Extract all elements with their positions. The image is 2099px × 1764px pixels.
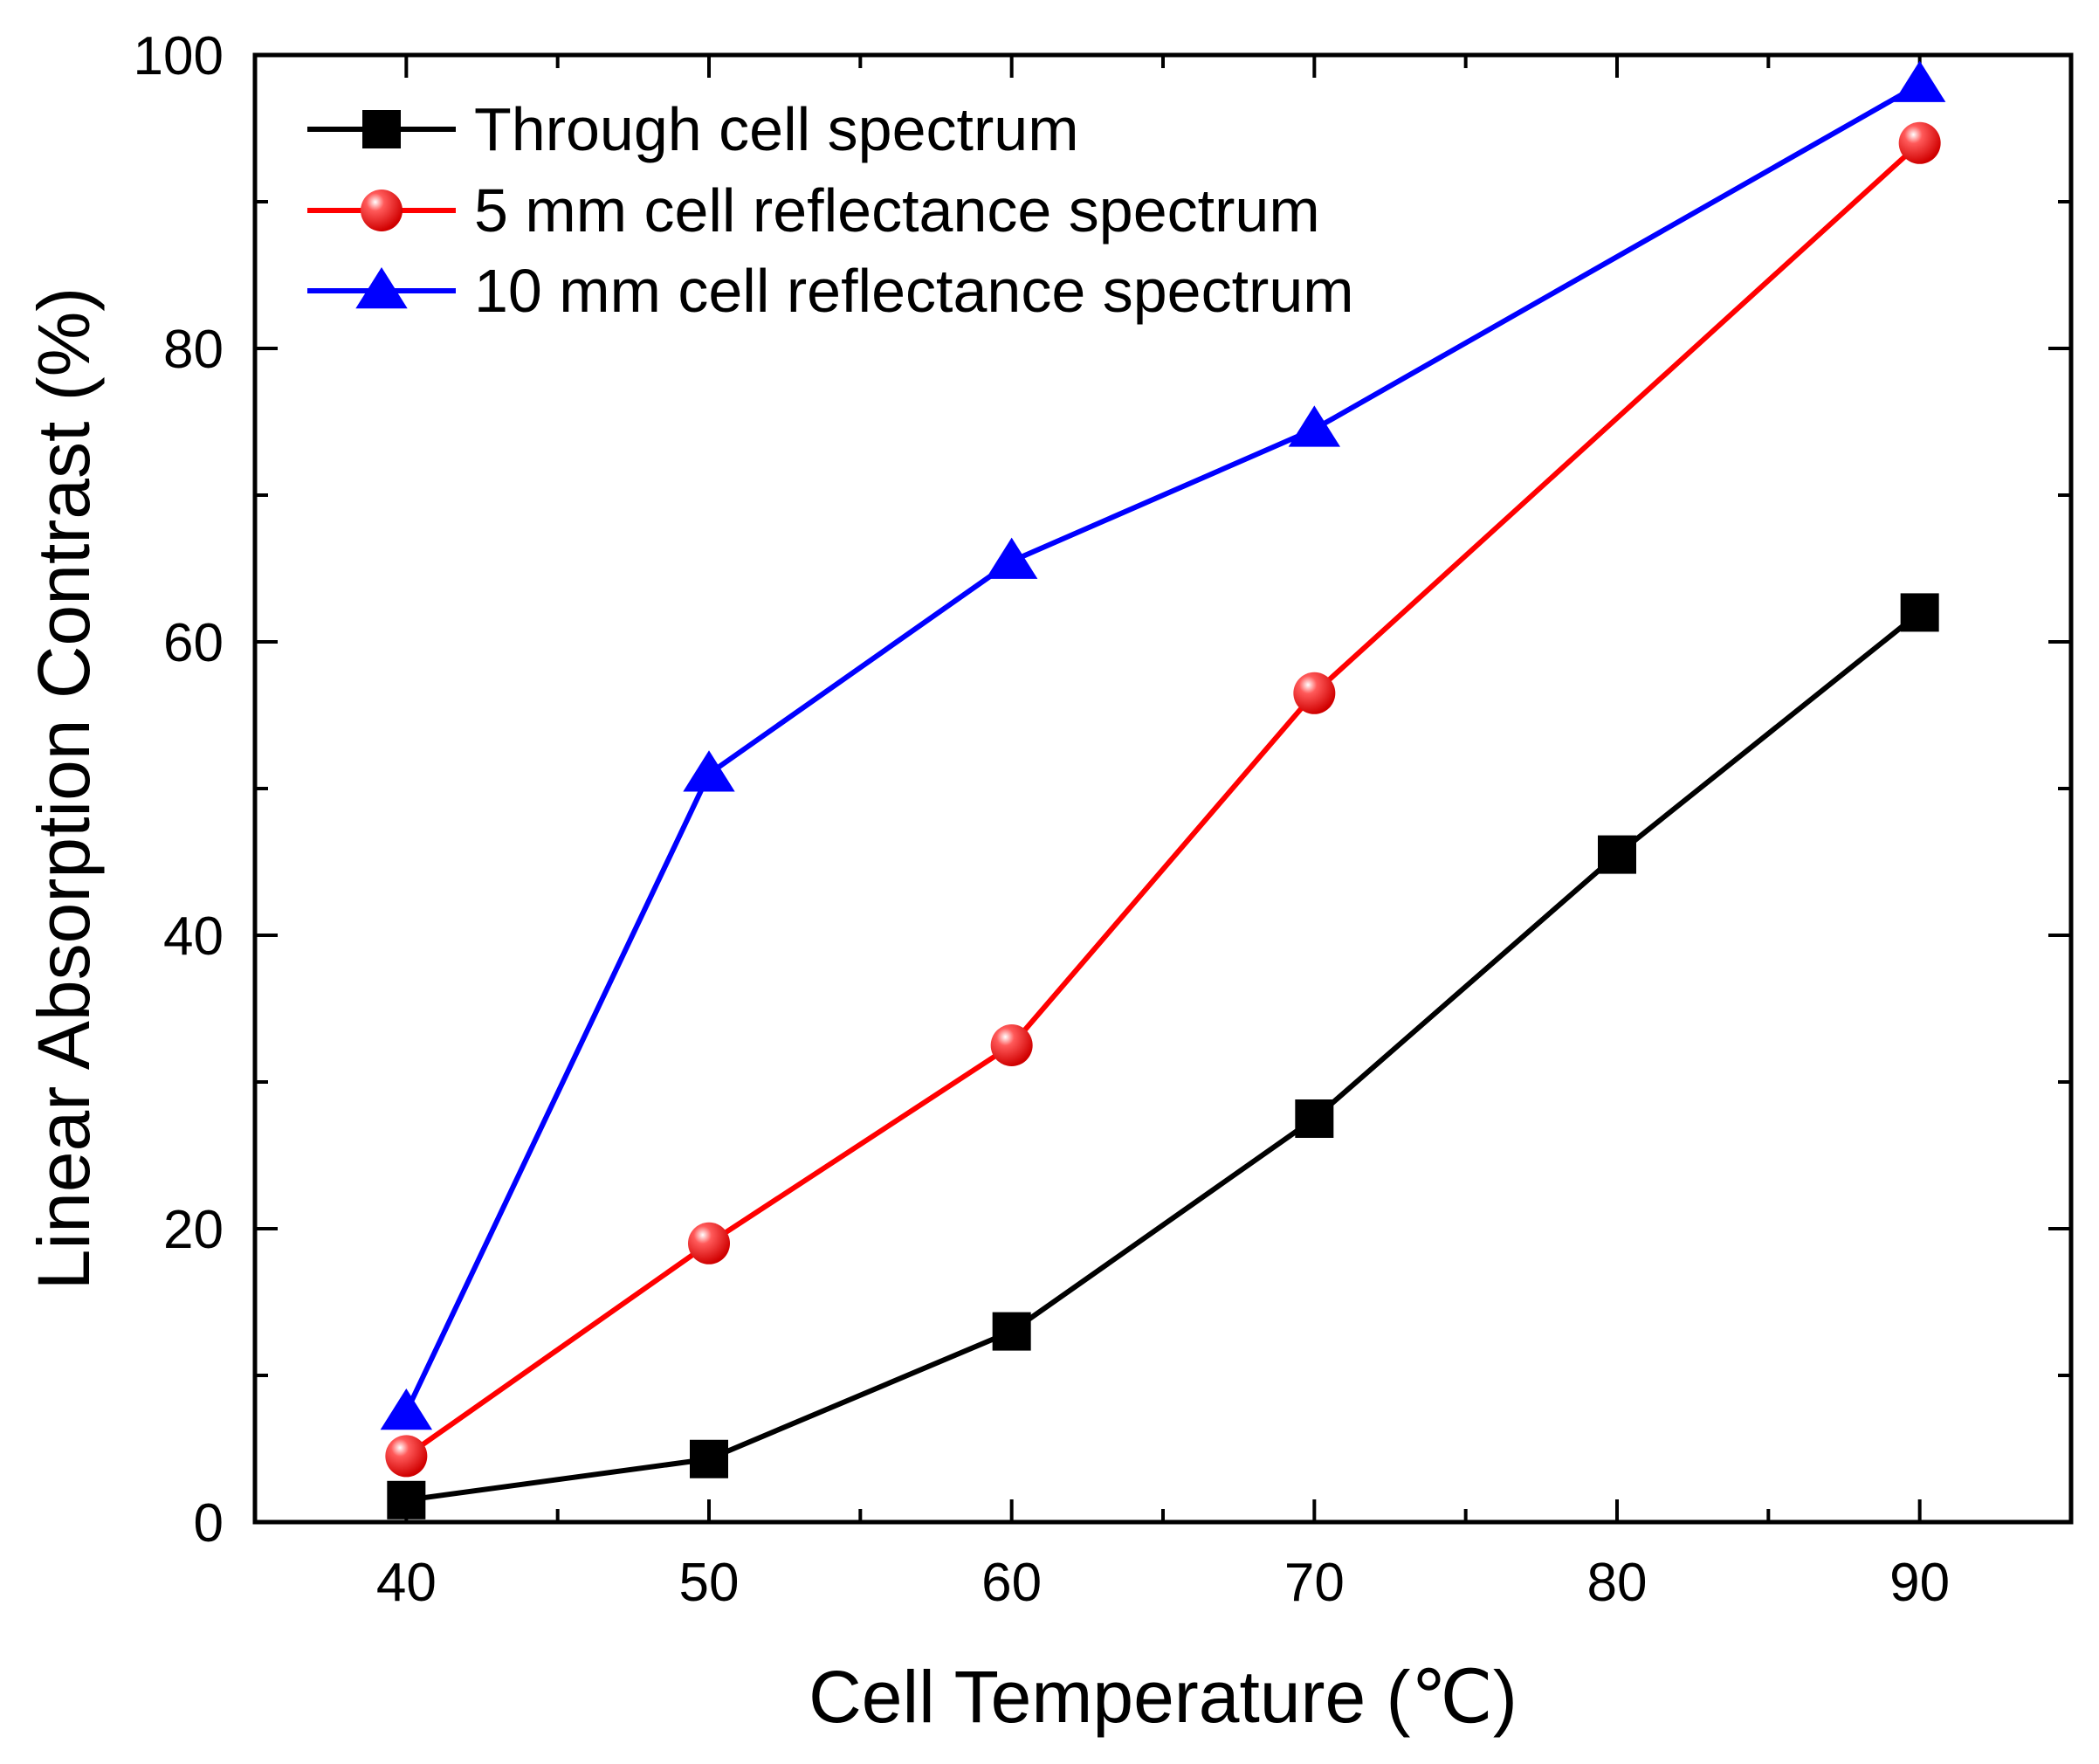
- series-3: [380, 60, 1946, 1430]
- series-group: [380, 60, 1946, 1519]
- data-point: [387, 1480, 426, 1519]
- legend-label: Through cell spectrum: [474, 95, 1079, 163]
- x-tick-label: 80: [1587, 1553, 1648, 1613]
- legend-label: 5 mm cell reflectance spectrum: [474, 176, 1320, 245]
- y-tick-label: 100: [134, 26, 224, 86]
- series-2: [385, 121, 1941, 1478]
- data-point: [1295, 1099, 1334, 1138]
- legend-item: 10 mm cell reflectance spectrum: [307, 257, 1354, 325]
- data-point: [385, 1435, 428, 1478]
- x-tick-labels: 40 50 60 70 80 90: [376, 1553, 1950, 1613]
- x-tick-label: 50: [679, 1553, 740, 1613]
- legend-item: 5 mm cell reflectance spectrum: [307, 176, 1320, 245]
- x-tick-label: 70: [1284, 1553, 1345, 1613]
- series-line: [405, 610, 1922, 1503]
- y-tick-label: 0: [194, 1493, 224, 1554]
- y-tick-labels: 0 20 40 60 80 100: [134, 26, 224, 1554]
- legend-label: 10 mm cell reflectance spectrum: [474, 257, 1354, 325]
- legend: Through cell spectrum 5 mm cell reflectan…: [307, 95, 1354, 325]
- axis-ticks: [253, 53, 2073, 1524]
- data-point: [688, 1222, 730, 1264]
- legend-item: Through cell spectrum: [307, 95, 1079, 163]
- legend-marker: [355, 267, 408, 309]
- data-point: [1293, 672, 1336, 714]
- data-point: [1598, 835, 1636, 874]
- x-axis-title: Cell Temperature (℃): [809, 1656, 1517, 1738]
- y-tick-label: 40: [163, 906, 224, 967]
- data-point: [690, 1439, 728, 1478]
- x-tick-label: 90: [1889, 1553, 1950, 1613]
- data-point: [990, 1024, 1033, 1066]
- legend-marker: [362, 110, 401, 148]
- legend-marker: [361, 189, 403, 231]
- data-point: [992, 1312, 1031, 1351]
- data-point: [1898, 121, 1941, 164]
- data-point: [985, 537, 1038, 579]
- series-1: [387, 593, 1939, 1519]
- x-tick-label: 40: [376, 1553, 437, 1613]
- x-tick-label: 60: [981, 1553, 1042, 1613]
- plot-area: [252, 52, 2074, 1525]
- y-tick-label: 80: [163, 320, 224, 380]
- data-point: [1900, 593, 1939, 632]
- y-tick-label: 60: [163, 613, 224, 673]
- data-point: [380, 1388, 433, 1430]
- data-point: [1893, 60, 1946, 102]
- y-axis-title: Linear Absorption Contrast (%): [23, 287, 105, 1291]
- data-point: [1288, 405, 1341, 447]
- data-point: [683, 750, 735, 792]
- y-tick-label: 20: [163, 1200, 224, 1260]
